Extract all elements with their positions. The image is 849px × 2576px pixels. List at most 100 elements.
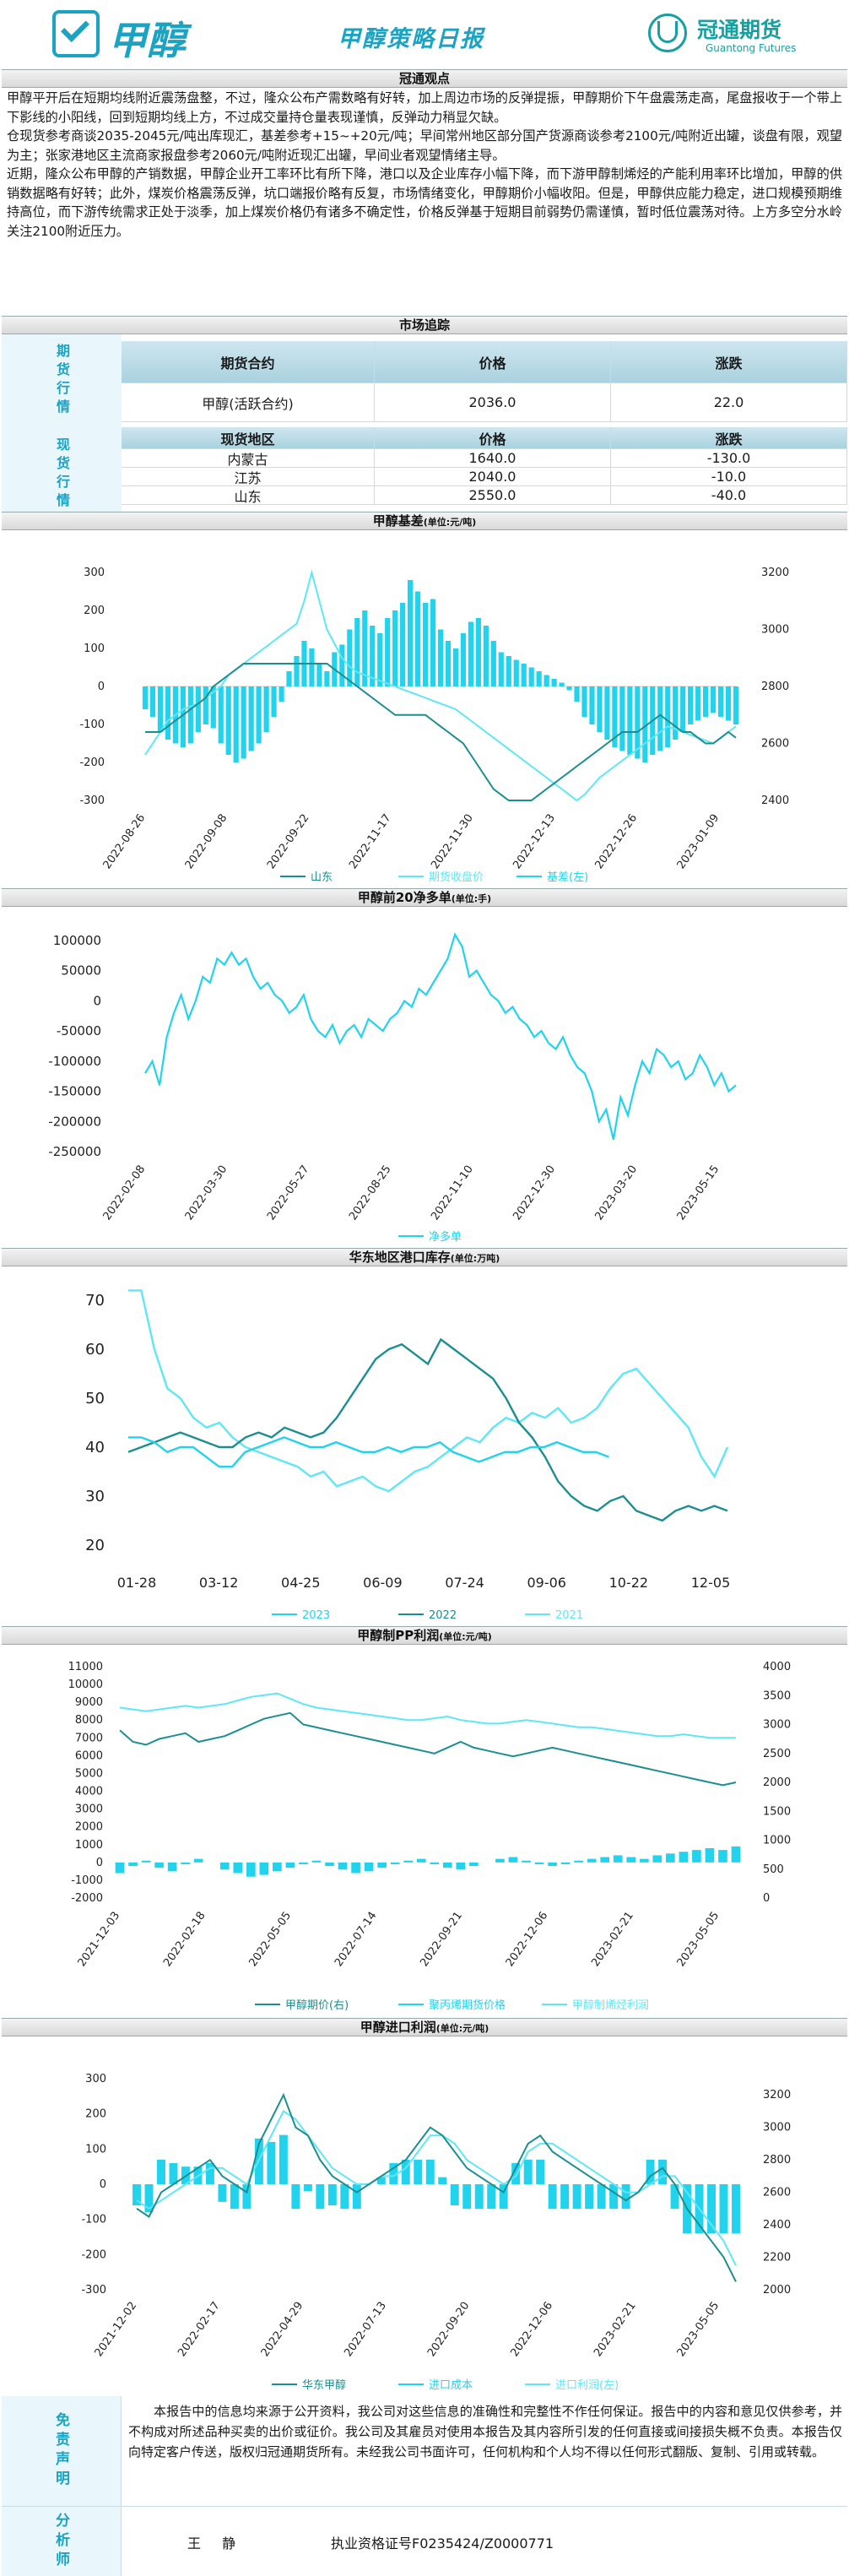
basis-bar [430, 599, 436, 686]
basis-bar [414, 591, 421, 686]
spot-cell: -40.0 [611, 486, 847, 505]
legend-label: 山东 [311, 871, 333, 884]
basis-bar [324, 671, 330, 686]
x-tick-label: 2023-03-20 [593, 1163, 641, 1223]
net-title-text: 甲醇前20净多单 [357, 890, 452, 905]
pp-futures-line [119, 1692, 736, 1739]
x-tick-label: 2022-11-10 [429, 1163, 476, 1223]
basis-bar [392, 610, 398, 686]
x-tick-label: 2022-09-22 [265, 812, 312, 872]
basis-bar [513, 659, 519, 686]
basis-bar [316, 664, 322, 686]
basis-bar [210, 686, 216, 729]
x-tick-label: 2022-12-06 [509, 2300, 556, 2360]
mto-profit-bar [456, 1862, 466, 1870]
x-tick-label: 10-22 [609, 1575, 649, 1591]
x-tick-label: 2022-12-13 [511, 812, 558, 872]
x-tick-label: 2022-09-08 [183, 812, 230, 872]
mto-unit-text: (单位:元/吨) [439, 1631, 492, 1642]
net-unit-text: (单位:手) [451, 893, 492, 904]
mto-profit-bar [193, 1858, 203, 1863]
basis-bar [339, 644, 345, 686]
import-profit-bar [401, 2159, 410, 2184]
y2-tick-label: 1500 [763, 1805, 791, 1818]
mto-profit-bar [679, 1852, 689, 1863]
mto-profit-bar [666, 1853, 675, 1863]
y-tick-label: -200 [79, 757, 105, 769]
basis-bar [241, 686, 246, 759]
brand-name: 冠通期货 [697, 18, 782, 42]
basis-bar [422, 603, 429, 686]
y-tick-label: 50 [85, 1390, 105, 1407]
mto-profit-bar [639, 1858, 649, 1863]
y2-tick-label: 3200 [761, 567, 789, 579]
y2-tick-label: 2500 [763, 1748, 791, 1760]
brand-logo-icon [648, 14, 687, 52]
x-tick-label: 2022-12-06 [504, 1910, 551, 1970]
spot-cell: 江苏 [122, 468, 375, 486]
futures-row: 甲醇(活跃合约) 2036.0 22.0 [122, 383, 847, 422]
basis-bar [680, 686, 686, 732]
mto-chart-title: 甲醇制PP利润(单位:元/吨) [2, 1626, 847, 1645]
mto-profit-bar [430, 1862, 440, 1864]
import-profit-bar [462, 2184, 472, 2210]
market-table: 期货行情 期货合约 价格 涨跌 甲醇(活跃合约) 2036.0 22.0 现货行… [2, 334, 847, 522]
basis-bar [559, 682, 565, 686]
x-tick-label: 2023-01-09 [675, 812, 722, 872]
import-profit-bar [132, 2184, 141, 2205]
basis-bar [695, 686, 701, 721]
y2-tick-label: 3500 [763, 1689, 791, 1702]
basis-bar [233, 686, 239, 762]
import-profit-bar [646, 2159, 655, 2184]
basis-bar [278, 686, 284, 702]
basis-bar [635, 686, 641, 759]
legend-label: 甲醇制烯烃利润 [572, 1998, 649, 2012]
basis-bar [385, 618, 391, 686]
y-tick-label: 70 [85, 1292, 105, 1310]
stock-line-2021 [128, 1289, 729, 1493]
basis-bar [717, 686, 724, 717]
mto-chart-svg: 1100010000900080007000600050004000300020… [68, 1661, 791, 2012]
basis-bar [673, 686, 679, 740]
import-profit-bar [242, 2184, 251, 2210]
y-tick-label: 4000 [75, 1786, 103, 1798]
x-tick-label: 06-09 [363, 1575, 403, 1591]
mto-profit-bar [403, 1860, 414, 1863]
mto-profit-bar [652, 1855, 662, 1863]
basis-bar [362, 610, 368, 686]
y2-tick-label: 3000 [763, 1719, 791, 1732]
shandong-line [145, 663, 737, 801]
mto-profit-bar [364, 1862, 374, 1872]
stock-chart-svg: 70 60 50 40 30 20 01-28 03-12 04-25 06-09 07-24 09-… [85, 1289, 730, 1621]
disclaimer-block: 免责声明 本报告中的信息均来源于公开资料，我公司对这些信息的准确性和完整性不作任… [2, 2396, 847, 2506]
x-tick-label: 2022-12-26 [593, 812, 641, 872]
east-china-methanol-line [136, 2092, 737, 2282]
basis-bar [589, 686, 595, 724]
mto-profit-bar [705, 1847, 715, 1863]
analyst-block: 分析师 王 静 执业资格证号F0235424/Z0000771 [2, 2506, 847, 2576]
import-profit-bar [499, 2184, 508, 2210]
mto-profit-bar [338, 1862, 348, 1870]
mto-profit-bar [219, 1862, 230, 1870]
basis-bar [142, 686, 149, 709]
disclaimer-text: 本报告中的信息均来源于公开资料，我公司对这些信息的准确性和完整性不作任何保证。报… [128, 2404, 842, 2459]
y2-tick-label: 2400 [761, 794, 789, 807]
basis-bar [256, 686, 262, 744]
y-tick-label: 50000 [61, 963, 101, 979]
import-chart: 300 200 100 0 -100 -200 -300 3200 3000 2800 2600 24… [2, 2036, 847, 2394]
mto-profit-bar [508, 1857, 518, 1863]
mto-profit-bar [731, 1846, 741, 1863]
import-unit-text: (单位:元/吨) [435, 2023, 489, 2034]
analyst-name: 王 静 [187, 2535, 245, 2552]
import-profit-bar [389, 2163, 398, 2184]
x-tick-label: 2021-12-03 [76, 1910, 123, 1970]
basis-bar [604, 686, 610, 740]
import-profit-bar [585, 2184, 594, 2210]
import-profit-bar [597, 2184, 606, 2210]
y-tick-label: 7000 [75, 1732, 103, 1744]
basis-bar [157, 686, 164, 732]
y-tick-label: 10000 [68, 1678, 103, 1691]
basis-bar [597, 686, 603, 732]
y-tick-label: 200 [85, 2108, 106, 2121]
